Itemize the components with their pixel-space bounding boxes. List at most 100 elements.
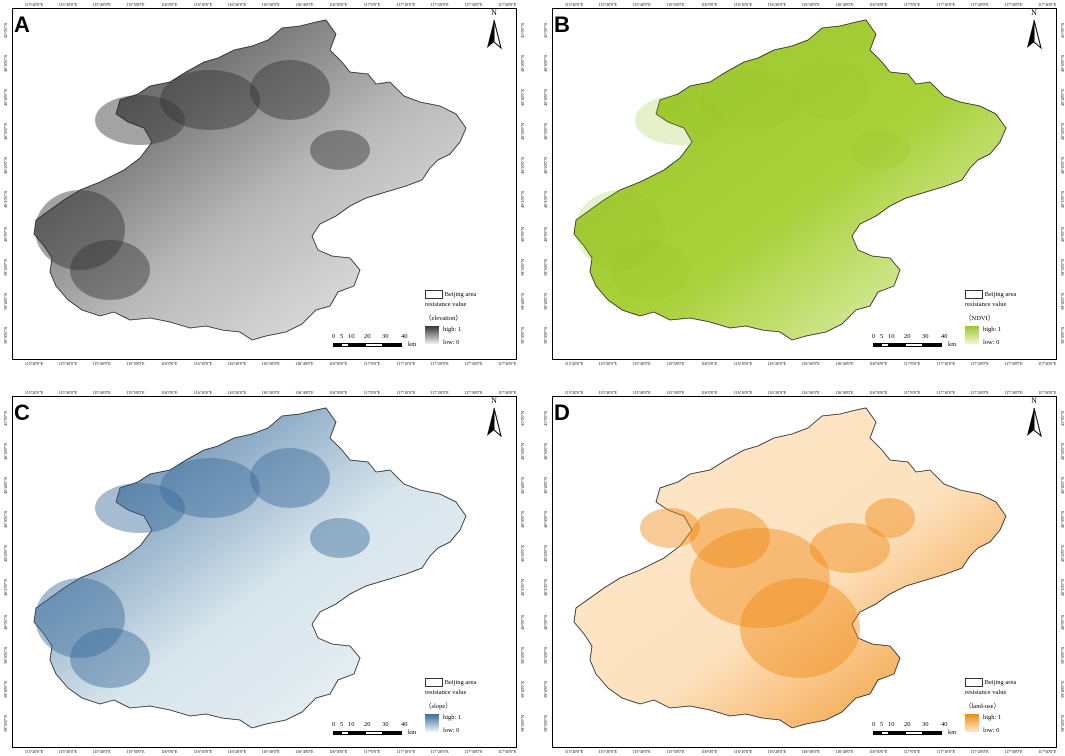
longitude-tick-label: 117°10'0"E: [396, 2, 415, 7]
longitude-tick-label: 115°50'0"E: [666, 2, 685, 7]
latitude-tick-label: 40°20'0"N: [520, 157, 525, 174]
longitude-tick-label: 116°10'0"E: [733, 2, 753, 7]
beijing-map: [33, 19, 467, 341]
latitude-tick-label: 41°0'0"N: [520, 411, 525, 426]
latitude-tick-label: 40°10'0"N: [543, 191, 548, 208]
terrain-patch: [160, 458, 260, 518]
latitude-tick-label: 40°10'0"N: [3, 191, 8, 208]
longitude-tick-label: 116°30'0"E: [261, 2, 280, 7]
terrain-patch: [70, 240, 150, 300]
latitude-tick-label: 41°0'0"N: [543, 23, 548, 38]
longitude-tick-label: 115°40'0"E: [632, 361, 651, 366]
longitude-tick-label: 116°10'0"E: [193, 749, 213, 754]
terrain-patch: [865, 498, 915, 538]
longitude-tick-label: 117°40'0"E: [1038, 390, 1057, 395]
longitude-tick-label: 117°20'0"E: [970, 390, 989, 395]
longitude-tick-label: 117°30'0"E: [1004, 749, 1023, 754]
latitude-tick-label: 40°30'0"N: [520, 511, 525, 528]
latitude-tick-label: 40°20'0"N: [543, 157, 548, 174]
longitude-tick-label: 117°10'0"E: [396, 361, 415, 366]
latitude-tick-label: 40°20'0"N: [1060, 545, 1065, 562]
longitude-tick-label: 115°50'0"E: [126, 361, 145, 366]
latitude-tick-label: 40°30'0"N: [1060, 511, 1065, 528]
legend-gradient: [965, 326, 979, 344]
longitude-tick-label: 115°40'0"E: [632, 2, 651, 7]
latitude-tick-label: 41°0'0"N: [543, 411, 548, 426]
latitude-tick-label: 40°10'0"N: [520, 191, 525, 208]
latitude-tick-label: 40°20'0"N: [3, 157, 8, 174]
scale-number: 40: [941, 333, 948, 340]
terrain-patch: [810, 523, 890, 573]
latitude-tick-label: 39°50'0"N: [543, 259, 548, 276]
longitude-tick-label: 116°30'0"E: [261, 749, 280, 754]
scale-segment: [923, 731, 942, 735]
latitude-tick-label: 40°20'0"N: [520, 545, 525, 562]
terrain-patch: [95, 95, 185, 145]
latitude-ticks-right: 41°0'0"N 40°50'0"N 40°40'0"N 40°30'0"N 40°20…: [517, 8, 529, 360]
scale-bar: 0 5 10 20 30 40 km: [322, 333, 422, 355]
longitude-tick-label: 117°10'0"E: [936, 749, 955, 754]
scale-number: 5: [880, 333, 884, 340]
longitude-tick-label: 116°30'0"E: [261, 361, 280, 366]
beijing-map: [573, 19, 1007, 341]
longitude-tick-label: 117°40'0"E: [1038, 749, 1057, 754]
latitude-tick-label: 39°30'0"N: [1060, 715, 1065, 732]
scale-segment: [873, 343, 881, 347]
scale-number: 10: [348, 721, 355, 728]
legend-area-label: Beijing area: [984, 290, 1017, 298]
latitude-tick-label: 40°0'0"N: [543, 227, 548, 242]
longitude-tick-label: 116°20'0"E: [767, 390, 786, 395]
longitude-tick-label: 117°30'0"E: [464, 749, 483, 754]
map-panel-a: 115°20'0"E 115°30'0"E 115°40'0"E 115°50'0"E…: [0, 0, 525, 368]
north-arrow-icon: N: [483, 396, 505, 438]
longitude-tick-label: 116°40'0"E: [295, 749, 314, 754]
longitude-tick-label: 116°0'0"E: [701, 390, 718, 395]
scale-segment: [349, 343, 365, 347]
latitude-tick-label: 40°40'0"N: [3, 477, 8, 494]
latitude-tick-label: 40°50'0"N: [520, 55, 525, 72]
scale-segment: [881, 731, 889, 735]
longitude-tick-label: 116°30'0"E: [801, 361, 820, 366]
terrain-patch: [310, 518, 370, 558]
latitude-tick-label: 40°0'0"N: [520, 615, 525, 630]
longitude-tick-label: 115°40'0"E: [632, 390, 651, 395]
latitude-tick-label: 39°30'0"N: [3, 715, 8, 732]
longitude-tick-label: 117°20'0"E: [970, 2, 989, 7]
longitude-tick-label: 116°0'0"E: [161, 361, 178, 366]
longitude-tick-label: 115°20'0"E: [24, 2, 44, 7]
scale-number: 0: [332, 333, 336, 340]
latitude-tick-label: 40°0'0"N: [1060, 615, 1065, 630]
longitude-tick-label: 116°40'0"E: [835, 749, 854, 754]
latitude-tick-label: 39°40'0"N: [520, 293, 525, 310]
longitude-tick-label: 117°0'0"E: [903, 361, 921, 366]
latitude-ticks-left: 41°0'0"N 40°50'0"N 40°40'0"N 40°30'0"N 40°20…: [540, 8, 552, 360]
longitude-tick-label: 115°40'0"E: [92, 390, 111, 395]
longitude-tick-label: 116°50'0"E: [869, 390, 888, 395]
latitude-tick-label: 40°30'0"N: [1060, 123, 1065, 140]
longitude-tick-label: 117°20'0"E: [430, 2, 449, 7]
scale-number: 20: [364, 333, 371, 340]
scale-segment: [889, 731, 905, 735]
latitude-ticks-left: 41°0'0"N 40°50'0"N 40°40'0"N 40°30'0"N 40°20…: [0, 8, 12, 360]
latitude-tick-label: 39°50'0"N: [1060, 259, 1065, 276]
latitude-tick-label: 40°30'0"N: [543, 123, 548, 140]
panel-letter: B: [554, 12, 570, 37]
scale-number: 10: [888, 333, 895, 340]
longitude-tick-label: 116°50'0"E: [329, 361, 348, 366]
longitude-tick-label: 115°40'0"E: [92, 749, 111, 754]
legend-gradient: [425, 714, 439, 732]
longitude-tick-label: 117°20'0"E: [430, 361, 449, 366]
longitude-tick-label: 116°20'0"E: [227, 2, 246, 7]
longitude-tick-label: 116°20'0"E: [767, 749, 786, 754]
longitude-tick-label: 117°40'0"E: [498, 390, 517, 395]
longitude-tick-label: 115°50'0"E: [666, 749, 685, 754]
longitude-tick-label: 115°20'0"E: [564, 749, 584, 754]
latitude-ticks-right: 41°0'0"N 40°50'0"N 40°40'0"N 40°30'0"N 40°20…: [1057, 396, 1065, 748]
longitude-tick-label: 115°50'0"E: [666, 390, 685, 395]
longitude-tick-label: 117°40'0"E: [498, 749, 517, 754]
longitude-tick-label: 117°10'0"E: [396, 749, 415, 754]
latitude-tick-label: 40°30'0"N: [3, 511, 8, 528]
latitude-tick-label: 39°50'0"N: [1060, 647, 1065, 664]
longitude-tick-label: 117°40'0"E: [1038, 361, 1057, 366]
longitude-tick-label: 116°0'0"E: [161, 2, 178, 7]
